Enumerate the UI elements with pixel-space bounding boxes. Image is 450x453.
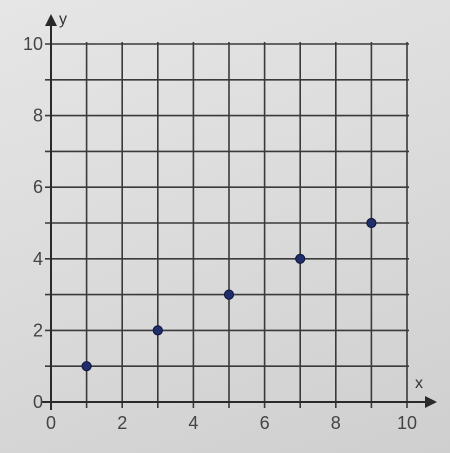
x-tick-label: 10	[397, 413, 417, 433]
y-tick-label: 0	[33, 392, 43, 412]
y-axis-label: y	[59, 11, 67, 28]
x-tick-label: 6	[260, 413, 270, 433]
data-point	[223, 289, 235, 300]
y-axis-arrow	[45, 14, 57, 26]
x-axis-label: x	[415, 375, 423, 392]
data-point	[81, 361, 92, 372]
x-tick-label: 4	[188, 413, 198, 433]
data-point	[152, 325, 163, 336]
data-point	[366, 217, 377, 229]
tick-labels: 0 2 4 6 8 10 0 2 4 6 8 10	[23, 34, 417, 433]
data-point	[295, 253, 306, 264]
y-tick-label: 6	[33, 177, 43, 197]
y-tick-label: 8	[33, 106, 43, 126]
x-tick-label: 8	[331, 413, 341, 433]
data-points	[81, 217, 377, 372]
x-tick-label: 0	[46, 413, 56, 433]
y-tick-label: 10	[23, 34, 43, 54]
x-tick-label: 2	[117, 413, 127, 433]
x-axis-arrow	[425, 396, 437, 408]
axes	[41, 14, 437, 410]
y-tick-label: 4	[33, 249, 43, 269]
y-tick-label: 2	[33, 320, 43, 340]
grid	[45, 42, 409, 408]
